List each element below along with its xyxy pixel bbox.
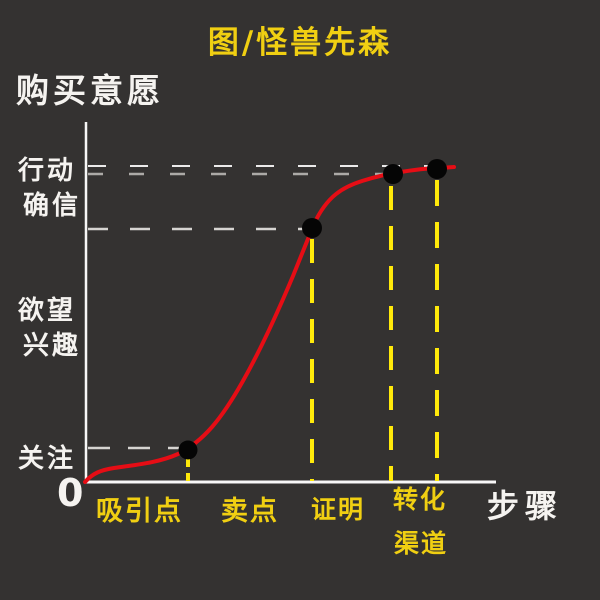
milestone-dot-attention [178, 440, 198, 460]
milestone-dot-action-2 [427, 159, 447, 179]
milestone-dot-action-1 [383, 164, 403, 184]
purchase-willingness-curve [83, 165, 456, 484]
milestone-dot-conviction [302, 218, 322, 238]
x-stage-label-conversion-line1: 转化 [393, 485, 448, 514]
y-tick-label-attention: 关注 [18, 444, 77, 474]
chart-title: 图/怪兽先森 [207, 25, 393, 61]
y-axis-title: 购买意愿 [16, 71, 164, 110]
y-tick-label-desire: 欲望 [18, 296, 77, 326]
x-stage-label-conversion-line2: 渠道 [394, 529, 449, 558]
y-tick-label-action: 行动 [18, 156, 77, 186]
x-stage-label-proof: 证明 [311, 495, 366, 524]
x-stage-label-sellingpoint: 卖点 [221, 496, 279, 527]
y-tick-label-interest: 兴趣 [23, 331, 82, 361]
origin-zero-label: 0 [57, 471, 84, 515]
x-stage-label-attraction: 吸引点 [96, 496, 183, 527]
x-axis-title: 步骤 [487, 487, 564, 525]
y-tick-label-conviction: 确信 [23, 191, 82, 221]
